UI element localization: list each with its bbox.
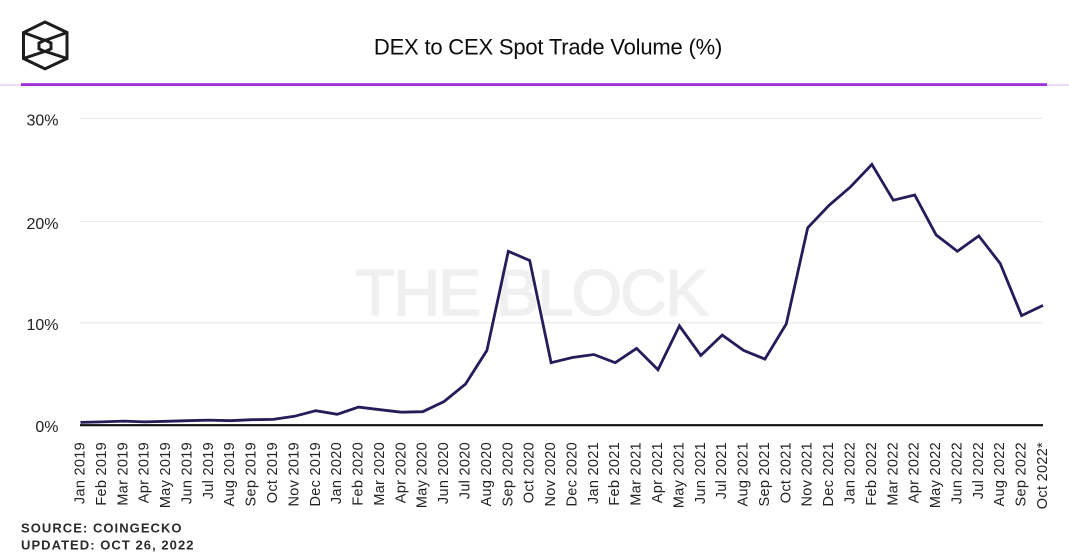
svg-text:Dec 2019: Dec 2019 [308,442,324,506]
svg-text:Feb 2021: Feb 2021 [607,442,623,506]
svg-text:May 2019: May 2019 [158,442,174,508]
svg-text:Jul 2021: Jul 2021 [714,442,730,499]
svg-text:Jul 2019: Jul 2019 [201,442,217,499]
svg-text:Dec 2021: Dec 2021 [821,442,837,506]
svg-text:Feb 2022: Feb 2022 [864,442,880,506]
svg-text:Oct 2022*: Oct 2022* [1035,442,1051,509]
svg-text:Jun 2022: Jun 2022 [949,442,965,504]
svg-text:0%: 0% [35,419,58,436]
svg-text:May 2022: May 2022 [928,442,944,508]
svg-text:Oct 2021: Oct 2021 [778,442,794,503]
svg-text:Jun 2020: Jun 2020 [436,442,452,504]
svg-text:Mar 2021: Mar 2021 [629,442,645,506]
svg-text:Jun 2021: Jun 2021 [693,442,709,504]
svg-text:Jan 2021: Jan 2021 [586,442,602,504]
svg-text:Feb 2020: Feb 2020 [351,442,367,506]
svg-text:30%: 30% [26,113,58,130]
svg-text:Nov 2021: Nov 2021 [800,442,816,506]
svg-text:DEX to CEX Spot Trade Volume (: DEX to CEX Spot Trade Volume (%) [374,35,722,60]
svg-text:Aug 2021: Aug 2021 [736,442,752,507]
svg-text:Jul 2022: Jul 2022 [971,442,987,499]
svg-text:Sep 2019: Sep 2019 [244,442,260,507]
svg-text:Mar 2022: Mar 2022 [885,442,901,506]
svg-text:Mar 2019: Mar 2019 [115,442,131,506]
svg-text:Apr 2022: Apr 2022 [907,442,923,503]
svg-text:Apr 2019: Apr 2019 [137,442,153,503]
svg-text:Nov 2020: Nov 2020 [543,442,559,506]
svg-text:May 2020: May 2020 [415,442,431,508]
svg-text:Sep 2020: Sep 2020 [500,442,516,507]
svg-text:Oct 2019: Oct 2019 [265,442,281,503]
svg-text:Aug 2019: Aug 2019 [222,442,238,507]
svg-text:Dec 2020: Dec 2020 [564,442,580,506]
svg-text:Jul 2020: Jul 2020 [458,442,474,499]
svg-text:Feb 2019: Feb 2019 [94,442,110,506]
svg-text:Nov 2019: Nov 2019 [286,442,302,506]
svg-text:Sep 2021: Sep 2021 [757,442,773,507]
svg-text:UPDATED: OCT 26, 2022: UPDATED: OCT 26, 2022 [21,538,195,553]
svg-text:Aug 2022: Aug 2022 [992,442,1008,507]
svg-text:Jan 2020: Jan 2020 [329,442,345,504]
svg-text:Apr 2021: Apr 2021 [650,442,666,503]
svg-text:Jun 2019: Jun 2019 [179,442,195,504]
svg-text:20%: 20% [26,216,58,233]
svg-text:Sep 2022: Sep 2022 [1014,442,1030,507]
svg-text:Jan 2019: Jan 2019 [73,442,89,504]
svg-text:SOURCE: COINGECKO: SOURCE: COINGECKO [21,520,183,535]
svg-text:Jan 2022: Jan 2022 [843,442,859,504]
svg-text:10%: 10% [26,317,58,334]
svg-text:May 2021: May 2021 [671,442,687,508]
svg-text:Oct 2020: Oct 2020 [522,442,538,503]
svg-text:Apr 2020: Apr 2020 [393,442,409,503]
svg-text:Mar 2020: Mar 2020 [372,442,388,506]
svg-text:Aug 2020: Aug 2020 [479,442,495,507]
